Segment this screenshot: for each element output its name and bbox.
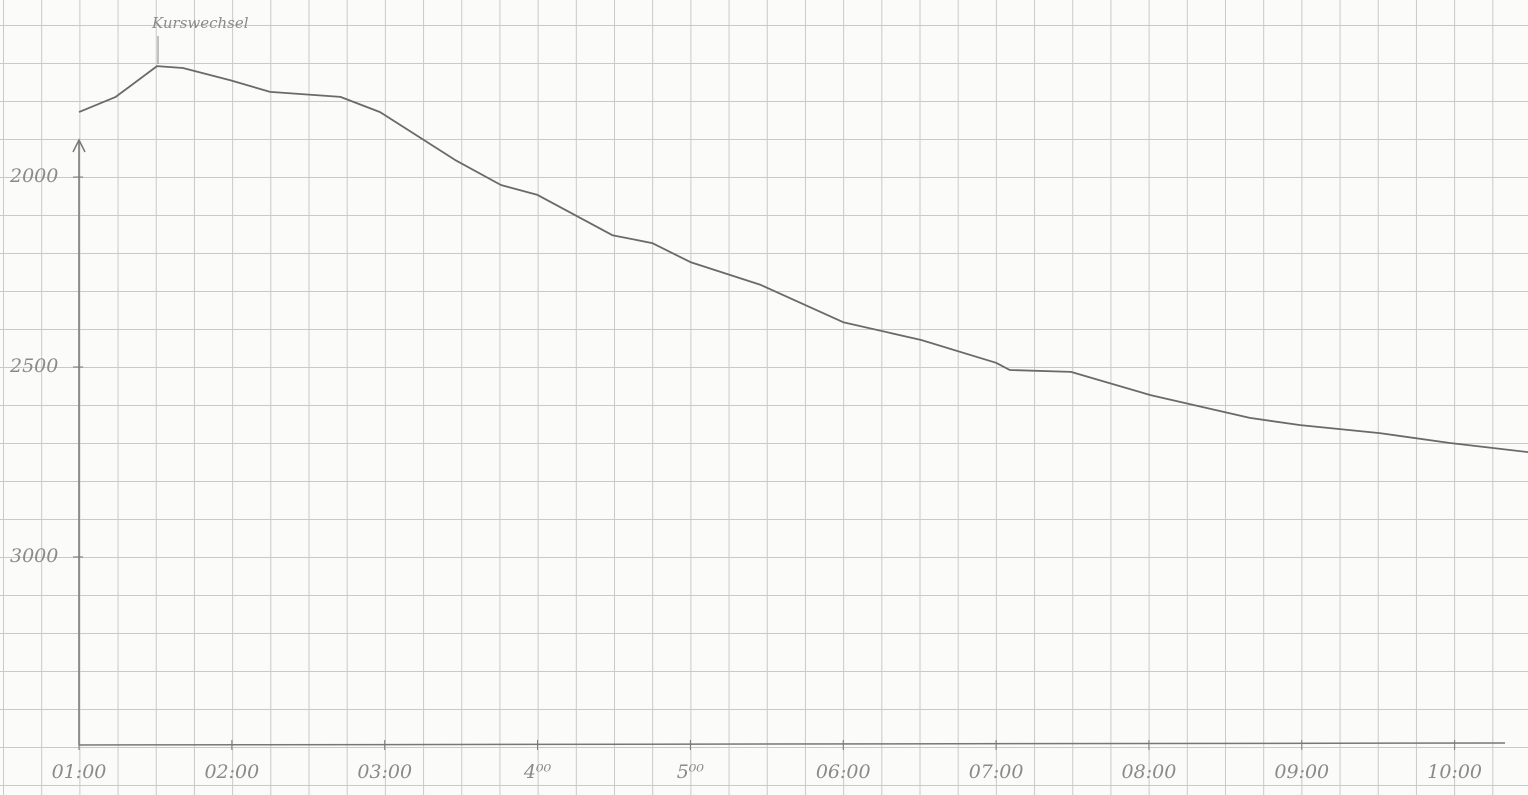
x-tick-label: 08:00	[1122, 761, 1177, 783]
x-tick-label: 09:00	[1274, 761, 1329, 783]
line	[78, 65, 1528, 453]
x-tick-label: 06:00	[816, 761, 871, 783]
x-tick-label: 5⁰⁰	[677, 761, 705, 783]
annotation: Kurswechsel	[151, 14, 249, 32]
x-tick-label: 03:00	[357, 761, 412, 783]
x-tick-label: 10:00	[1427, 761, 1482, 783]
x-tick-label: 4⁰⁰	[523, 761, 552, 783]
y-tick-label: 2000	[9, 165, 58, 187]
y-tick-label: 2500	[9, 355, 58, 377]
x-tick-label: 01:00	[52, 761, 107, 783]
x-tick-label: 02:00	[204, 761, 259, 783]
x-axis	[78, 742, 1506, 746]
y-tick-label: 3000	[10, 545, 58, 567]
x-tick-label: 07:00	[969, 761, 1024, 783]
y-axis-arrow	[72, 138, 86, 153]
